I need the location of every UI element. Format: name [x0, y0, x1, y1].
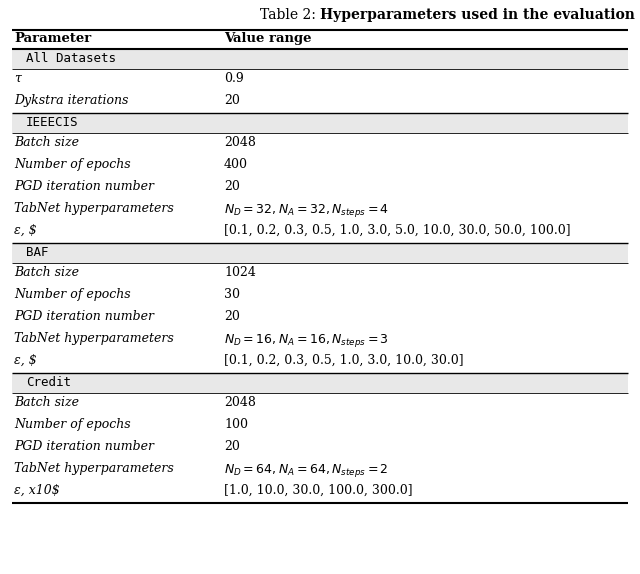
Text: Number of epochs: Number of epochs: [14, 158, 131, 171]
Text: BAF: BAF: [26, 246, 49, 259]
Text: Batch size: Batch size: [14, 266, 79, 279]
Text: 100: 100: [224, 418, 248, 431]
Text: Number of epochs: Number of epochs: [14, 288, 131, 301]
Text: ε, $: ε, $: [14, 224, 36, 237]
Bar: [12, 373, 628, 393]
Text: Hyperparameters used in the evaluation: Hyperparameters used in the evaluation: [320, 8, 635, 22]
Text: PGD iteration number: PGD iteration number: [14, 310, 154, 323]
Bar: [12, 113, 628, 133]
Text: TabNet hyperparameters: TabNet hyperparameters: [14, 332, 173, 345]
Text: ε, $: ε, $: [14, 354, 36, 367]
Text: PGD iteration number: PGD iteration number: [14, 440, 154, 453]
Text: 0.9: 0.9: [224, 72, 244, 85]
Text: Batch size: Batch size: [14, 396, 79, 409]
Text: 20: 20: [224, 310, 240, 323]
Text: IEEECIS: IEEECIS: [26, 116, 79, 129]
Text: Table 2:: Table 2:: [260, 8, 320, 22]
Text: τ: τ: [14, 72, 21, 85]
Text: [0.1, 0.2, 0.3, 0.5, 1.0, 3.0, 5.0, 10.0, 30.0, 50.0, 100.0]: [0.1, 0.2, 0.3, 0.5, 1.0, 3.0, 5.0, 10.0…: [224, 224, 571, 237]
Text: TabNet hyperparameters: TabNet hyperparameters: [14, 202, 173, 215]
Text: Value range: Value range: [224, 32, 312, 45]
Text: ε, x10$: ε, x10$: [14, 484, 60, 497]
Text: 1024: 1024: [224, 266, 256, 279]
Bar: [12, 49, 628, 69]
Text: Number of epochs: Number of epochs: [14, 418, 131, 431]
Text: 2048: 2048: [224, 136, 256, 149]
Text: 20: 20: [224, 180, 240, 193]
Text: [1.0, 10.0, 30.0, 100.0, 300.0]: [1.0, 10.0, 30.0, 100.0, 300.0]: [224, 484, 413, 497]
Text: PGD iteration number: PGD iteration number: [14, 180, 154, 193]
Text: [0.1, 0.2, 0.3, 0.5, 1.0, 3.0, 10.0, 30.0]: [0.1, 0.2, 0.3, 0.5, 1.0, 3.0, 10.0, 30.…: [224, 354, 463, 367]
Text: Batch size: Batch size: [14, 136, 79, 149]
Text: TabNet hyperparameters: TabNet hyperparameters: [14, 462, 173, 475]
Text: Dykstra iterations: Dykstra iterations: [14, 94, 129, 107]
Text: 20: 20: [224, 94, 240, 107]
Text: All Datasets: All Datasets: [26, 52, 116, 65]
Text: 20: 20: [224, 440, 240, 453]
Bar: [12, 243, 628, 263]
Text: Credit: Credit: [26, 376, 71, 389]
Text: Parameter: Parameter: [14, 32, 92, 45]
Text: 2048: 2048: [224, 396, 256, 409]
Text: 30: 30: [224, 288, 240, 301]
Text: 400: 400: [224, 158, 248, 171]
Text: $N_D = 32, N_A = 32, N_{steps} = 4$: $N_D = 32, N_A = 32, N_{steps} = 4$: [224, 202, 389, 219]
Text: $N_D = 64, N_A = 64, N_{steps} = 2$: $N_D = 64, N_A = 64, N_{steps} = 2$: [224, 462, 388, 479]
Text: $N_D = 16, N_A = 16, N_{steps} = 3$: $N_D = 16, N_A = 16, N_{steps} = 3$: [224, 332, 389, 349]
